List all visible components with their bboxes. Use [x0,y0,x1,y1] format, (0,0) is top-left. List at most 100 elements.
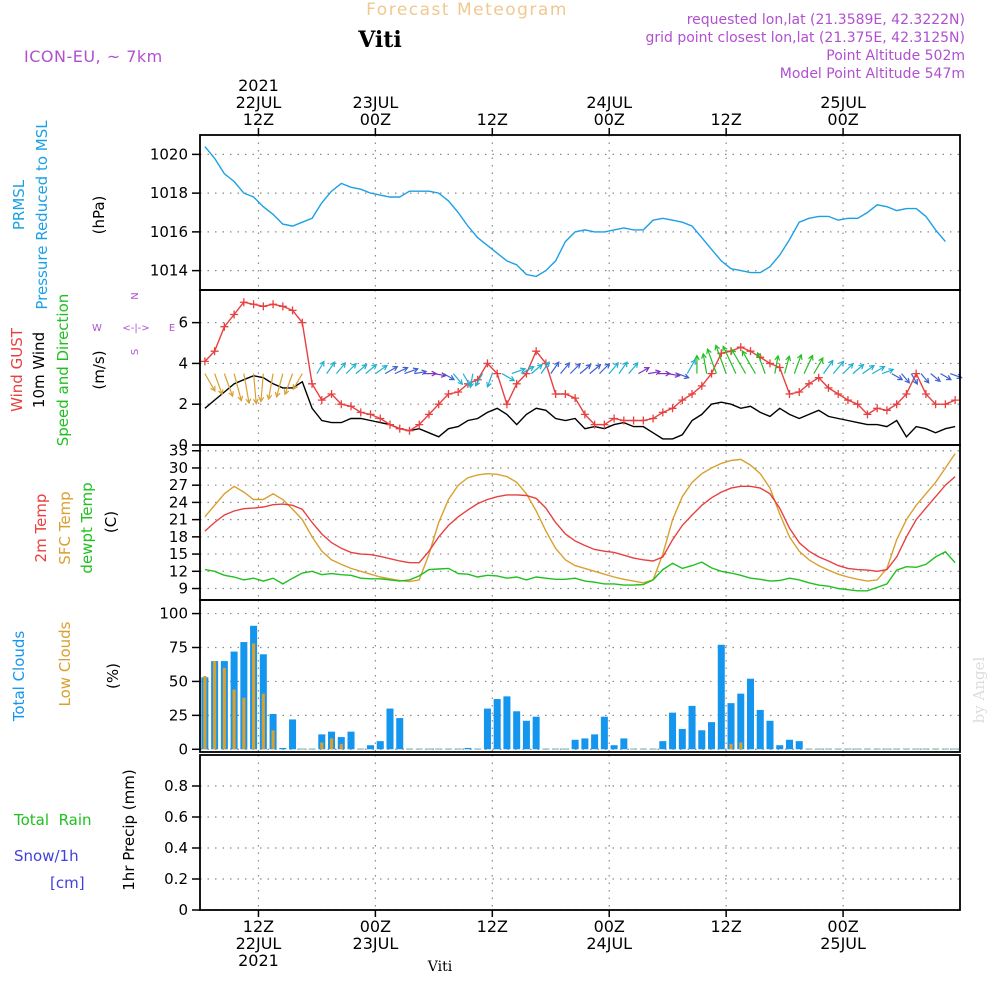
closest-coords: grid point closest lon,lat (21.375E, 42.… [645,30,965,46]
wind-arrow-shaft [469,373,474,388]
gust-marker [444,390,453,399]
gust-marker [561,390,570,399]
low-clouds-label: Low Clouds [56,621,74,706]
gust-marker [415,420,424,429]
gust-marker [386,420,394,429]
total-cloud-bar [717,644,725,750]
pressure-ytick-label: 1018 [150,184,188,202]
total-rain-label: Total Rain [13,811,92,829]
wind-arrow [920,373,930,384]
wind-arrow-head [797,353,803,360]
total-cloud-bar [532,716,540,750]
wind-arrow-head [509,375,516,382]
wind-arrow [599,362,611,375]
wind-arrow-shaft [521,366,534,375]
wind-arrow [677,373,690,380]
gust-marker [824,383,833,392]
precip-ytick-label: 0.6 [164,808,188,826]
wind-arrow-shaft [530,364,543,375]
gust-marker [590,420,599,429]
wind-arrow [756,351,766,374]
total-cloud-bar [932,748,940,750]
wind-arrow [608,361,620,375]
wind-arrow-head [869,364,876,371]
wind-arrow-shaft [722,346,737,374]
bottom-station: Viti [427,959,453,975]
total-cloud-bar [795,741,803,750]
data-layer [200,146,963,750]
wind-arrow-head [274,391,281,398]
wind-arrow [910,373,918,386]
wind-arrow-head [536,363,543,370]
total-cloud-bar [610,745,618,750]
total-cloud-bar [357,748,365,750]
gust-marker [873,404,882,413]
wind-arrow [940,373,952,381]
low-cloud-bar [329,738,334,750]
wind-arrow-shaft [335,362,346,375]
wind-arrow [693,354,700,374]
wind-arrow-shaft [589,364,601,375]
wind-arrow [266,373,274,401]
total-cloud-bar [688,705,696,750]
wind-arrow-shaft [702,353,708,374]
gust-marker [347,402,356,411]
wind-arrow-shaft [404,368,418,375]
total-cloud-bar [386,708,394,750]
wind-arrow [628,361,639,375]
total-cloud-bar [766,720,774,750]
gust-marker [512,379,521,388]
gust-marker [863,410,872,419]
low-cloud-bar [271,730,275,750]
total-cloud-bar [415,748,423,750]
total-cloud-bar [922,748,930,750]
total-cloud-bar [727,703,735,750]
total-cloud-bar [552,748,560,750]
wind-arrow-shaft [267,373,274,400]
total-cloud-bar [454,748,462,750]
cm-label: [cm] [50,874,85,892]
wind-arrow-head [440,372,447,378]
wind-arrow [404,367,419,375]
wind-arrow-shaft [852,364,864,375]
gust-marker [424,410,433,419]
wind-arrow-shaft [284,373,294,395]
gust-marker [395,424,404,433]
wind-arrow [452,373,464,386]
top-time-label: 12Z [710,110,741,129]
wind-arrow-shaft [452,373,463,385]
total-cloud-bar [600,716,608,750]
gust-marker [454,387,463,396]
total-cloud-bar [542,748,550,750]
top-time-label: 25JUL [820,93,866,112]
top-time-label: 22JUL [236,93,282,112]
wind-arrow [579,363,592,375]
total-cloud-bar [844,748,852,750]
gust-marker [775,363,784,372]
wind-arrow [335,361,347,375]
gust-marker [200,357,209,366]
wind-arrow-head [228,391,234,398]
wind-arrow-shaft [910,373,918,385]
watermark: by Angel [970,656,988,723]
wind-arrow [316,360,325,374]
wind-arrow-head [258,396,265,403]
wind-arrow-head [351,362,358,369]
wind-arrow-shaft [204,373,216,392]
pressure-ytick-label: 1020 [150,145,188,163]
wind-arrow-shaft [599,363,610,375]
wind-arrow [394,366,409,375]
wind-arrow-shaft [540,361,550,374]
wind-arrow [774,354,781,374]
precip-ytick-label: 0.2 [164,870,188,888]
wind-arrow [741,350,756,374]
compass-n: N [130,292,141,299]
wind-arrow-shaft [638,367,650,375]
total-cloud-bar [630,748,638,750]
bottom-time-label: 00Z [827,917,858,936]
wind-arrow [803,354,814,374]
bottom-time-label: 25JUL [820,934,866,953]
wind-arrow-head [722,345,728,352]
wind-arrow-head [828,359,834,366]
wind-arrow-head [741,350,748,357]
